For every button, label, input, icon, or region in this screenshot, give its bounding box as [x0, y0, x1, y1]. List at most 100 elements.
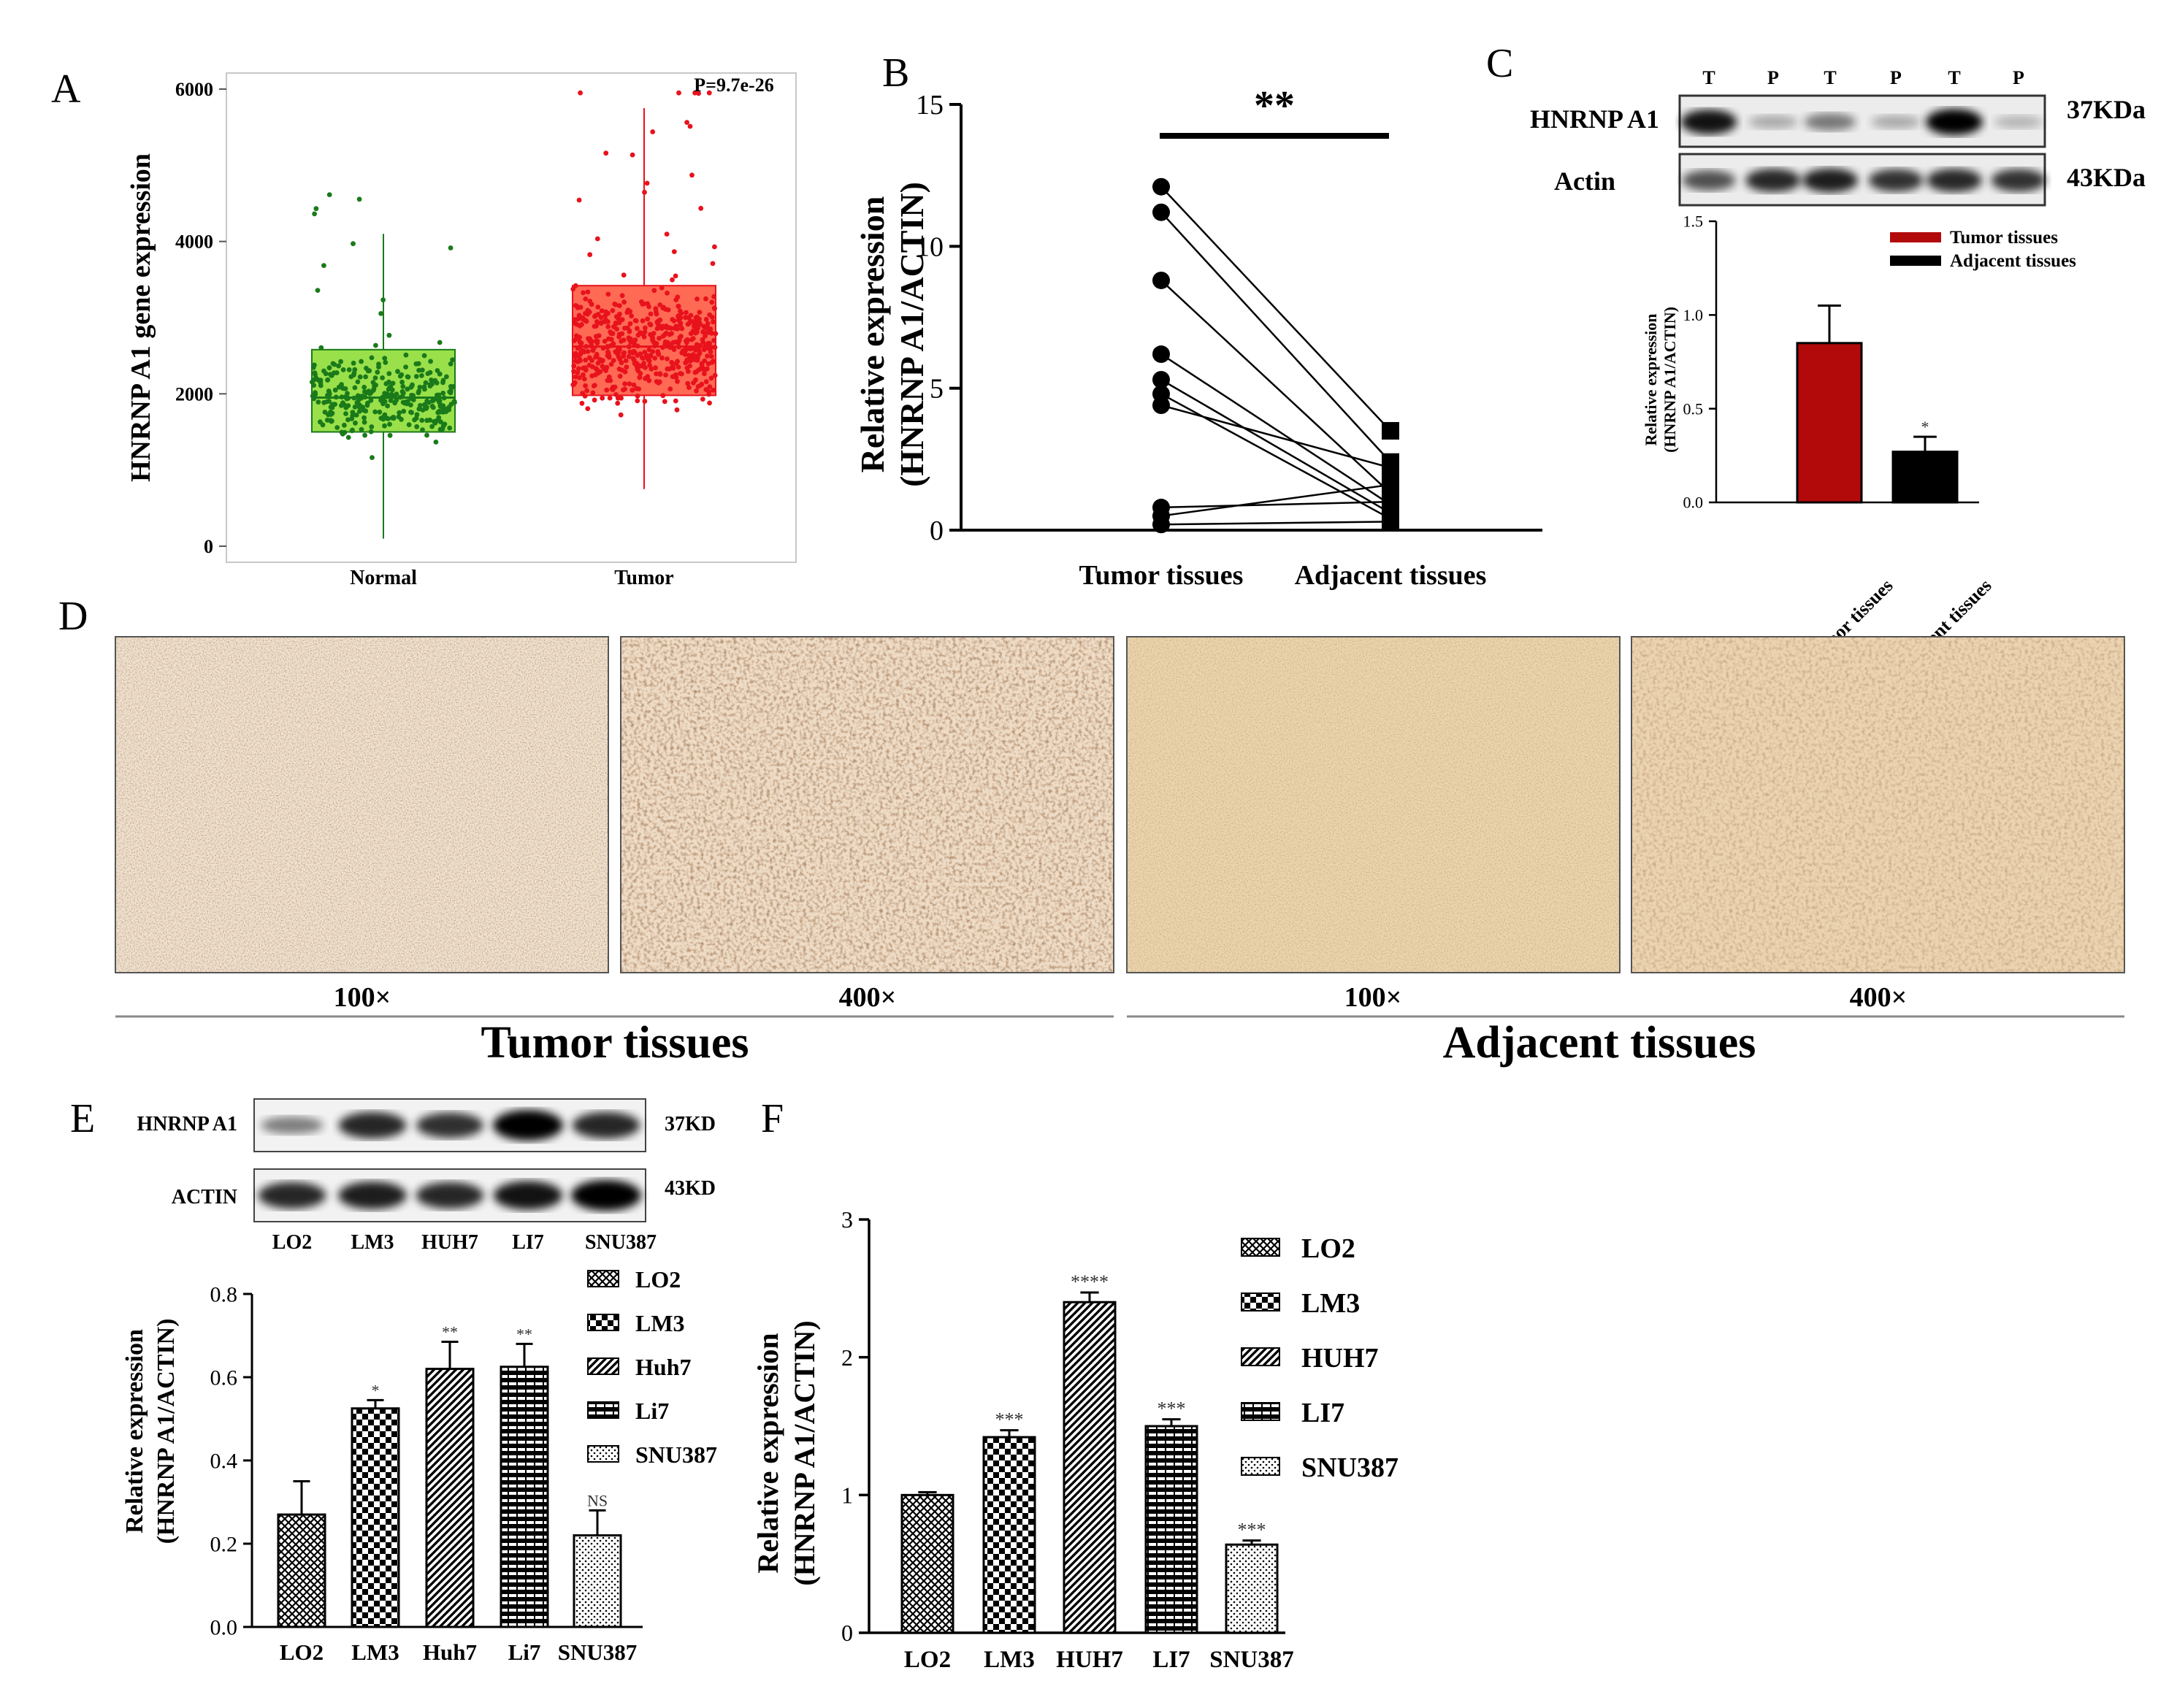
chart-E-bar-li7	[500, 1366, 549, 1628]
panel-a-point	[385, 403, 390, 409]
panel-f-y-label-1: Relative expression	[751, 1333, 784, 1573]
panel-a-point	[703, 379, 709, 385]
panel-a-y-tick-label: 0	[204, 536, 213, 557]
panel-a-point	[635, 353, 640, 358]
panel-b-pair-line	[1160, 378, 1391, 514]
panel-a-point	[611, 324, 616, 329]
panel-a-point	[618, 412, 624, 418]
panel-f-legend-label: SNU387	[1301, 1452, 1399, 1483]
panel-a-point	[357, 402, 362, 408]
panel-label-d: D	[58, 594, 88, 639]
chart-E-y-tick-label: 0.4	[210, 1449, 238, 1474]
panel-a-point	[634, 386, 640, 391]
panel-a-point	[343, 411, 348, 416]
panel-a-point	[602, 313, 608, 318]
panel-a-point	[672, 326, 678, 332]
panel-a-point	[608, 361, 614, 367]
panel-a-point	[594, 340, 600, 346]
panel-a-point	[624, 310, 630, 315]
panel-a-point	[405, 386, 410, 392]
panel-a-y-tick-label: 2000	[175, 383, 213, 405]
panel-a-point	[427, 382, 433, 388]
panel-a-point	[630, 152, 635, 158]
panel-a-point	[429, 378, 434, 383]
panel-a-point	[373, 342, 378, 348]
blot-e-band	[493, 1110, 563, 1141]
panel-b-paired-plot: 0 5 10 15 Relative expression (HNRNP A1/ACT…	[854, 83, 1542, 591]
blot-e-size-37: 37KD	[665, 1113, 716, 1136]
panel-b-adjacent-point	[1382, 475, 1399, 494]
panel-e-blot	[253, 1098, 646, 1222]
panel-a-point	[640, 318, 646, 323]
panel-e-legend-label: LM3	[635, 1310, 685, 1336]
panel-a-point	[679, 326, 685, 332]
panel-a-point	[365, 368, 371, 374]
panel-a-point	[585, 349, 591, 354]
panel-a-point	[695, 314, 700, 320]
panel-a-point	[713, 331, 719, 337]
panel-a-point	[403, 364, 408, 369]
chart-E-x-label: Huh7	[423, 1639, 477, 1665]
panel-a-point	[571, 382, 577, 387]
panel-a-point	[647, 321, 653, 327]
panel-a-point	[693, 329, 699, 334]
panel-a-point	[585, 311, 590, 317]
blot-e-lane-label: LM3	[351, 1231, 394, 1254]
panel-b-tumor-point	[1152, 177, 1170, 196]
panel-a-point	[593, 334, 599, 340]
panel-a-point	[310, 379, 315, 385]
panel-a-point	[584, 344, 589, 349]
panel-a-point	[660, 393, 666, 399]
panel-a-point	[627, 349, 633, 355]
panel-a-point	[625, 325, 630, 331]
panel-a-point	[351, 360, 356, 366]
panel-a-point	[673, 297, 679, 302]
panel-a-point	[695, 318, 701, 323]
panel-b-pair-line	[1160, 483, 1391, 517]
chart-C-bar-adjacent-tissues	[1891, 451, 1959, 504]
panel-a-point	[621, 299, 627, 305]
panel-a-point	[712, 244, 717, 250]
panel-a-point	[659, 285, 665, 291]
panel-a-point	[575, 345, 581, 351]
panel-a-point	[665, 291, 670, 296]
panel-a-point	[348, 374, 354, 380]
panel-a-point	[424, 432, 429, 438]
panel-a-point	[684, 345, 689, 350]
blot-c-band	[1802, 168, 1859, 193]
chart-C-bar-tumor-tissues	[1796, 342, 1863, 504]
panel-b-adjacent-point	[1382, 459, 1399, 477]
panel-a-point	[646, 359, 652, 364]
panel-a-point	[397, 394, 403, 400]
chart-E-x-label: LM3	[351, 1639, 399, 1665]
panel-a-point	[648, 353, 654, 358]
panel-a-point	[353, 420, 358, 426]
panel-a-point	[594, 323, 599, 329]
panel-b-y-tick-label: 5	[930, 374, 944, 405]
chart-E-x-label: LO2	[280, 1639, 324, 1665]
panel-a-point	[670, 340, 676, 345]
panel-a-point	[386, 379, 391, 385]
panel-a-point	[654, 371, 659, 377]
panel-a-y-tick-label: 6000	[175, 79, 213, 100]
panel-a-point	[585, 406, 591, 411]
panel-a-point	[652, 356, 658, 361]
histology-group-tumor: Tumor tissues	[481, 1018, 749, 1068]
panel-a-point	[709, 299, 715, 305]
blot-c-row-label-hnrnp: HNRNP A1	[1530, 104, 1659, 134]
panel-a-point	[428, 359, 433, 364]
panel-a-point	[330, 361, 336, 367]
panel-a-point	[678, 371, 683, 376]
panel-c-legend-adjacent: Adjacent tissues	[1950, 251, 2076, 271]
panel-f-legend-swatch	[1241, 1347, 1280, 1366]
panel-a-point	[686, 385, 692, 390]
panel-a-point	[581, 349, 587, 355]
panel-a-point	[650, 349, 656, 354]
panel-b-x-label-adjacent: Adjacent tissues	[1295, 560, 1487, 591]
panel-a-point	[421, 353, 427, 359]
panel-a-point	[605, 323, 611, 329]
panel-a-point	[388, 398, 394, 403]
panel-b-y-tick-label: 0	[930, 516, 944, 546]
panel-a-point	[687, 123, 693, 129]
panel-a-point	[640, 356, 646, 361]
